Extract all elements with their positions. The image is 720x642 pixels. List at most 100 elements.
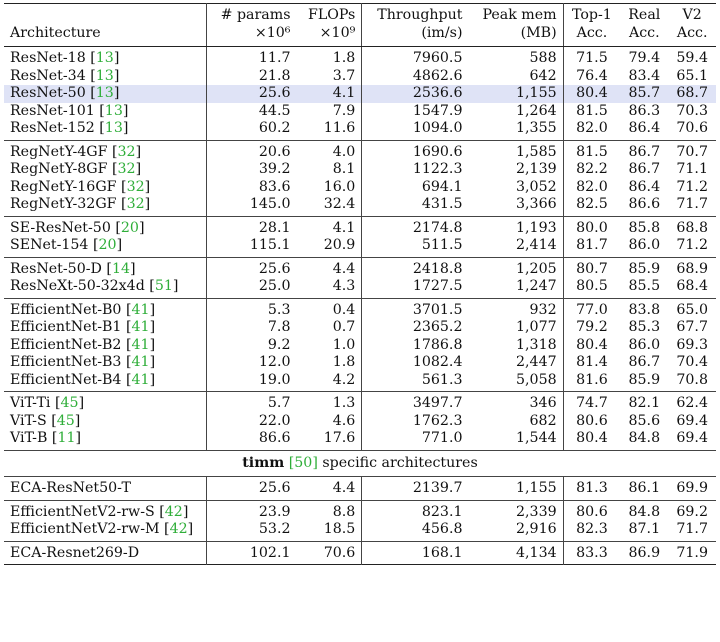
- citation-link[interactable]: 14: [111, 260, 130, 277]
- cell-real: 84.8: [620, 499, 669, 521]
- cell-real: 83.8: [620, 297, 669, 319]
- citation-link[interactable]: 41: [131, 354, 150, 370]
- header-flops-unit: ×10⁹: [319, 25, 356, 41]
- cell-mem: 2,339: [468, 499, 564, 521]
- cell-v2: 70.8: [676, 371, 708, 388]
- cell-top1: 82.0: [576, 120, 608, 136]
- cell-params: 5.3: [206, 297, 297, 319]
- citation-link[interactable]: 32: [117, 161, 136, 177]
- table-row-efficientnet-b4: EfficientNet-B4 [41] 19.0 4.2 561.3 5,058 81.…: [4, 371, 716, 392]
- header-architecture-label: Architecture: [10, 25, 101, 41]
- col-throughput: Throughput (im/s): [361, 3, 469, 47]
- citation-link[interactable]: 41: [131, 336, 150, 353]
- cell-real: 86.6: [628, 196, 661, 212]
- cell-throughput: 2365.2: [412, 319, 463, 335]
- cell-flops: 17.6: [296, 430, 363, 450]
- cell-throughput: 1786.8: [412, 336, 463, 353]
- cell-throughput: 1122.3: [412, 161, 463, 177]
- cell-real: 86.7: [628, 161, 661, 177]
- timm-caption-text: specific architectures: [317, 454, 478, 471]
- cell-params: 145.0: [249, 196, 291, 212]
- cell-mem: 4,134: [468, 540, 564, 565]
- citation-link[interactable]: 20: [98, 237, 117, 253]
- citation-link[interactable]: 11: [57, 430, 76, 446]
- citation-link[interactable]: 20: [120, 219, 139, 236]
- cell-flops: 4.4: [296, 476, 363, 500]
- header-v2-label: V2: [682, 7, 702, 23]
- table-row-vit-ti: ViT-Ti [45] 5.7 1.3 3497.7 346 74.7 82.1 62.4: [4, 391, 716, 413]
- citation-link[interactable]: 13: [95, 50, 114, 66]
- table-row-se-resnet-50: SE-ResNet-50 [20] 28.1 4.1 2174.8 1,193 80.0 8…: [4, 215, 716, 237]
- cell-top1: 76.4: [576, 67, 608, 84]
- table-row-vit-s: ViT-S [45] 22.0 4.6 1762.3 682 80.6 85.6 69.4: [4, 412, 716, 430]
- cell-mem: 1,585: [468, 139, 564, 161]
- cell-architecture: EfficientNetV2-rw-S [42]: [4, 499, 207, 521]
- cell-mem: 932: [468, 297, 564, 319]
- citation-link[interactable]: 42: [169, 521, 188, 537]
- citation-link[interactable]: 32: [126, 178, 145, 195]
- header-flops-label: FLOPs: [307, 7, 356, 23]
- cell-top1: 79.2: [576, 319, 608, 335]
- timm-caption-ref[interactable]: [50]: [288, 454, 318, 471]
- table-row-regnety-32gf: RegNetY-32GF [32] 145.0 32.4 431.5 3,366 82.5…: [4, 196, 716, 216]
- architecture-name: ResNet-152: [10, 120, 95, 136]
- cell-params: 5.7: [206, 391, 297, 413]
- citation-link[interactable]: 13: [104, 102, 123, 119]
- timm-caption-bold: timm: [242, 454, 285, 471]
- architecture-name: SE-ResNet-50: [10, 219, 111, 236]
- architecture-name: EfficientNetV2-rw-S: [10, 503, 155, 520]
- table-row-efficientnetv2-rw-m: EfficientNetV2-rw-M [42] 53.2 18.5 456.8 2,9…: [4, 521, 716, 541]
- cell-v2: 71.9: [668, 540, 716, 565]
- cell-top1: 82.5: [576, 196, 608, 212]
- cell-top1: 80.4: [563, 85, 621, 103]
- cell-params: 22.0: [258, 412, 291, 429]
- cell-throughput: 7960.5: [361, 46, 469, 68]
- architecture-name: ECA-ResNet50-T: [10, 480, 131, 496]
- header-throughput-unit: (im/s): [421, 25, 463, 41]
- citation-link[interactable]: 13: [95, 85, 114, 101]
- citation-link[interactable]: 13: [95, 67, 114, 84]
- cell-params: 7.8: [267, 319, 291, 335]
- citation-link[interactable]: 13: [104, 120, 123, 136]
- col-architecture: Architecture: [4, 3, 207, 47]
- cell-flops: 3.7: [296, 67, 363, 85]
- cell-architecture: ViT-S [45]: [4, 412, 207, 430]
- cell-throughput: 1762.3: [412, 412, 463, 429]
- cell-flops: 4.4: [296, 256, 363, 278]
- cell-flops: 16.0: [296, 178, 363, 196]
- cell-throughput: 823.1: [361, 499, 469, 521]
- citation-link[interactable]: 41: [131, 319, 150, 335]
- citation-link[interactable]: 32: [126, 196, 145, 212]
- col-real: Real Acc.: [620, 3, 669, 47]
- cell-architecture: ResNeXt-50-32x4d [51]: [4, 278, 207, 298]
- cell-v2: 59.4: [668, 46, 716, 68]
- cell-real: 82.1: [620, 391, 669, 413]
- citation-link[interactable]: 45: [56, 412, 75, 429]
- citation-link[interactable]: 51: [154, 278, 173, 294]
- citation-link[interactable]: 41: [131, 301, 150, 318]
- cell-throughput: 3701.5: [361, 297, 469, 319]
- citation-link[interactable]: 41: [131, 371, 150, 388]
- table-row-regnety-16gf: RegNetY-16GF [32] 83.6 16.0 694.1 3,052 82.0 8…: [4, 178, 716, 196]
- cell-params: 25.6: [206, 85, 297, 103]
- cell-real: 85.6: [628, 412, 661, 429]
- cell-params: 102.1: [206, 540, 297, 565]
- cell-architecture: ResNet-101 [13]: [4, 102, 207, 120]
- cell-v2: 69.4: [676, 412, 708, 429]
- cell-throughput: 2536.6: [361, 85, 469, 103]
- cell-mem: 1,155: [468, 85, 564, 103]
- cell-top1: 74.7: [563, 391, 621, 413]
- cell-throughput: 456.8: [421, 521, 463, 537]
- cell-v2: 70.4: [676, 354, 708, 370]
- cell-architecture: ResNet-18 [13]: [4, 46, 207, 68]
- table-row-resnext-50-32x4d: ResNeXt-50-32x4d [51] 25.0 4.3 1727.5 1,247 8…: [4, 278, 716, 298]
- cell-top1: 81.5: [563, 139, 621, 161]
- table-row-senet-154: SENet-154 [20] 115.1 20.9 511.5 2,414 81.7 86.…: [4, 237, 716, 257]
- citation-link[interactable]: 32: [117, 143, 136, 160]
- citation-link[interactable]: 42: [164, 503, 183, 520]
- citation-link[interactable]: 45: [60, 395, 79, 411]
- cell-real: 86.0: [628, 237, 661, 253]
- cell-real: 79.4: [620, 46, 669, 68]
- col-top1: Top-1 Acc.: [563, 3, 621, 47]
- cell-params: 12.0: [258, 354, 291, 370]
